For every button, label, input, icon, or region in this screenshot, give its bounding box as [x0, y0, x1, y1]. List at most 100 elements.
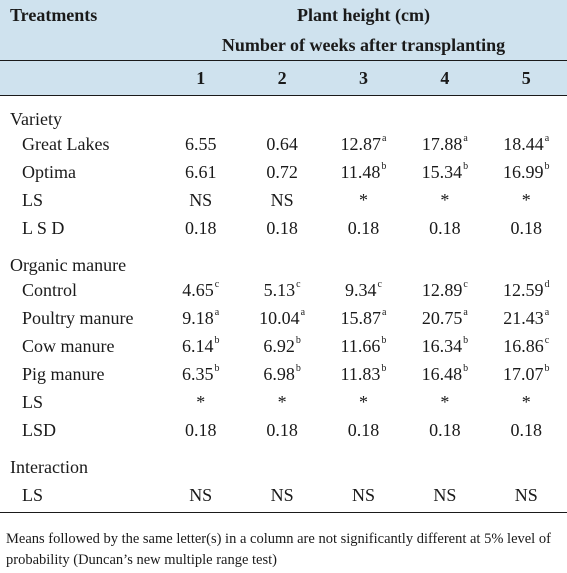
row-label: LS: [22, 392, 44, 412]
cell-value: 0.18: [184, 218, 217, 238]
cell-value: 6.55: [184, 134, 217, 154]
cell-value: 12.59: [503, 280, 544, 300]
cell-value: *: [358, 392, 368, 412]
significance-letter: d: [544, 279, 550, 290]
cell-value: NS: [351, 485, 375, 505]
table-row: Optima 6.61 0.72 11.48b 15.34b 16.99b: [0, 158, 567, 186]
table-cell: *: [404, 186, 485, 214]
table-cell: NS: [485, 478, 567, 513]
table-cell: *: [486, 388, 567, 416]
table-cell: 6.92b: [241, 332, 322, 360]
table-cell: 5.13c: [241, 276, 322, 304]
week-header: 2: [241, 60, 323, 96]
table-subtitle: Number of weeks after transplanting: [160, 30, 567, 61]
cell-value: 18.44: [503, 134, 544, 154]
table-title: Plant height (cm): [160, 0, 567, 30]
table-cell: 4.65c: [160, 276, 241, 304]
significance-letter: c: [214, 279, 220, 290]
significance-letter: b: [214, 363, 220, 374]
table-row: LSD 0.18 0.18 0.18 0.18 0.18: [0, 416, 567, 444]
section-row: Variety: [0, 96, 567, 131]
table-row: LS * * * * *: [0, 388, 567, 416]
table-cell: 0.18: [486, 214, 567, 242]
header-row-subtitle: Number of weeks after transplanting: [0, 30, 567, 61]
cell-value: 0.18: [510, 218, 543, 238]
cell-value: 11.48: [340, 162, 381, 182]
table-cell: *: [241, 388, 322, 416]
table-cell: 10.04a: [241, 304, 322, 332]
table-cell: NS: [160, 478, 242, 513]
treatments-header: Treatments: [0, 0, 160, 30]
cell-value: 4.65: [182, 280, 214, 300]
table-cell: 0.18: [160, 416, 241, 444]
table-cell: 0.18: [241, 214, 322, 242]
significance-letter: b: [544, 161, 550, 172]
cell-value: 9.34: [345, 280, 377, 300]
significance-letter: b: [381, 363, 387, 374]
table-cell: 0.64: [241, 130, 322, 158]
significance-letter: a: [544, 307, 550, 318]
cell-value: 5.13: [263, 280, 296, 300]
significance-letter: c: [296, 279, 301, 290]
significance-letter: b: [463, 161, 469, 172]
cell-value: 0.72: [266, 162, 298, 182]
table-cell: NS: [241, 186, 322, 214]
week-header: 3: [322, 60, 405, 96]
table-cell: 17.07b: [486, 360, 567, 388]
cell-value: NS: [189, 190, 213, 210]
cell-value: *: [440, 392, 450, 412]
cell-value: 6.35: [181, 364, 214, 384]
table-body: Variety Great Lakes 6.55 0.64 12.87a 17.88a 18…: [0, 96, 567, 513]
row-label: Control: [22, 280, 78, 300]
cell-value: 10.04: [259, 308, 300, 328]
table-row: LS NS NS * * *: [0, 186, 567, 214]
section-row: Organic manure: [0, 242, 567, 276]
cell-value: 6.61: [184, 162, 217, 182]
table-cell: 12.87a: [323, 130, 404, 158]
table-cell: 15.87a: [323, 304, 404, 332]
row-label: L S D: [22, 218, 65, 238]
cell-value: 6.98: [263, 364, 295, 384]
significance-letter: b: [463, 335, 469, 346]
cell-value: 9.18: [182, 308, 214, 328]
cell-value: 17.07: [503, 364, 544, 384]
cell-value: *: [440, 190, 450, 210]
table-cell: 0.18: [404, 214, 485, 242]
header-spacer: [0, 30, 160, 61]
row-label: Poultry manure: [22, 308, 134, 328]
cell-value: 15.87: [340, 308, 382, 328]
table-row: Poultry manure 9.18a 10.04a 15.87a 20.75a 21.…: [0, 304, 567, 332]
significance-letter: b: [295, 363, 301, 374]
table-cell: 12.59d: [486, 276, 567, 304]
plant-height-table: Treatments Plant height (cm) Number of w…: [0, 0, 567, 513]
table-cell: 12.89c: [404, 276, 485, 304]
cell-value: 0.18: [266, 218, 298, 238]
table-cell: 6.98b: [241, 360, 322, 388]
row-label: Pig manure: [22, 364, 105, 384]
cell-value: 0.18: [266, 420, 298, 440]
table-cell: 16.48b: [404, 360, 485, 388]
significance-letter: b: [214, 335, 220, 346]
table-row: LS NS NS NS NS NS: [0, 478, 567, 513]
cell-value: 12.87: [340, 134, 382, 154]
table-cell: 17.88a: [404, 130, 485, 158]
table-cell: 11.83b: [323, 360, 404, 388]
table-cell: NS: [322, 478, 405, 513]
row-label: Great Lakes: [22, 134, 110, 154]
row-label: Cow manure: [22, 336, 115, 356]
table-cell: 6.55: [160, 130, 241, 158]
significance-letter: a: [544, 133, 550, 144]
table-cell: 9.34c: [323, 276, 404, 304]
cell-value: 11.66: [340, 336, 381, 356]
significance-letter: b: [295, 335, 301, 346]
cell-value: 0.64: [266, 134, 298, 154]
section-row: Interaction: [0, 444, 567, 478]
table-cell: 0.18: [323, 416, 404, 444]
cell-value: 0.18: [347, 420, 380, 440]
significance-letter: a: [463, 307, 468, 318]
table-row: Cow manure 6.14b 6.92b 11.66b 16.34b 16.86c: [0, 332, 567, 360]
significance-letter: a: [214, 307, 220, 318]
table-cell: NS: [160, 186, 241, 214]
table-cell: 21.43a: [486, 304, 567, 332]
